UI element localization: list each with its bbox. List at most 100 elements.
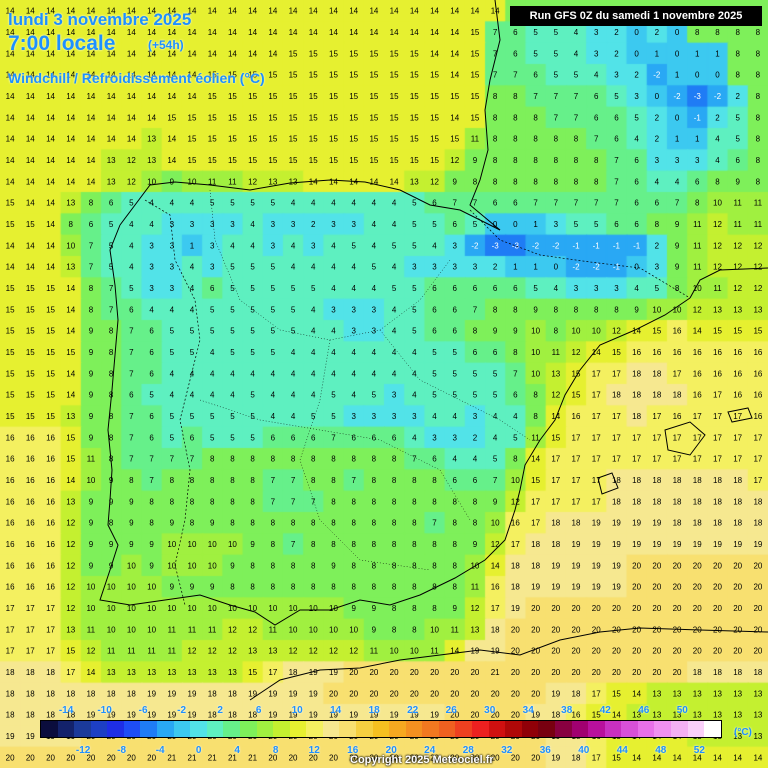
- grid-value: 8: [594, 177, 599, 186]
- grid-value: 16: [26, 540, 35, 549]
- grid-value: 9: [634, 305, 639, 314]
- grid-value: 9: [170, 519, 175, 528]
- grid-value: 7: [493, 476, 498, 485]
- legend-swatch: [190, 721, 207, 737]
- legend-label: -2: [177, 705, 187, 716]
- grid-value: -3: [694, 92, 702, 101]
- grid-value: 14: [309, 177, 318, 186]
- grid-value: 3: [594, 284, 599, 293]
- grid-value: 7: [594, 199, 599, 208]
- grid-value: 16: [46, 433, 55, 442]
- grid-value: 13: [107, 156, 116, 165]
- grid-value: 20: [289, 753, 298, 762]
- grid-value: 17: [551, 455, 560, 464]
- grid-value: 4: [190, 369, 195, 378]
- grid-value: 12: [713, 263, 722, 272]
- grid-value: 8: [473, 497, 478, 506]
- grid-value: 7: [554, 92, 559, 101]
- grid-value: 18: [6, 711, 15, 720]
- grid-value: 15: [46, 391, 55, 400]
- grid-value: 12: [491, 540, 500, 549]
- grid-value: 8: [291, 583, 296, 592]
- forecast-lead-time: (+54h): [148, 38, 184, 52]
- grid-value: 9: [89, 561, 94, 570]
- grid-value: 20: [673, 583, 682, 592]
- grid-value: 11: [531, 433, 540, 442]
- grid-value: 6: [493, 199, 498, 208]
- grid-value: 9: [675, 263, 680, 272]
- grid-value: 4: [412, 391, 417, 400]
- grid-value: 17: [673, 455, 682, 464]
- grid-value: 14: [167, 49, 176, 58]
- grid-value: 14: [369, 177, 378, 186]
- grid-value: 20: [369, 689, 378, 698]
- grid-value: 9: [89, 348, 94, 357]
- grid-value: 11: [107, 647, 116, 656]
- grid-value: 10: [86, 583, 95, 592]
- grid-value: 16: [693, 348, 702, 357]
- grid-value: 19: [167, 711, 176, 720]
- grid-value: 6: [432, 327, 437, 336]
- grid-value: 20: [693, 561, 702, 570]
- grid-value: 11: [370, 647, 379, 656]
- grid-value: 20: [531, 689, 540, 698]
- grid-value: -3: [512, 241, 520, 250]
- grid-value: 10: [127, 583, 136, 592]
- grid-value: 9: [230, 561, 235, 570]
- grid-value: 12: [66, 583, 75, 592]
- grid-value: 6: [594, 92, 599, 101]
- grid-value: 6: [291, 433, 296, 442]
- grid-value: 19: [551, 689, 560, 698]
- grid-value: 5: [392, 241, 397, 250]
- grid-value: 10: [66, 241, 75, 250]
- grid-value: 13: [208, 668, 217, 677]
- grid-value: 14: [46, 113, 55, 122]
- grid-value: 13: [410, 177, 419, 186]
- legend-label: 24: [424, 745, 436, 756]
- grid-value: 8: [756, 49, 761, 58]
- grid-value: 3: [351, 220, 356, 229]
- grid-value: 14: [6, 92, 15, 101]
- grid-value: 8: [432, 604, 437, 613]
- grid-value: 3: [392, 412, 397, 421]
- grid-value: 11: [87, 455, 96, 464]
- grid-value: 8: [210, 476, 215, 485]
- grid-value: 12: [551, 391, 560, 400]
- grid-value: 17: [632, 455, 641, 464]
- grid-value: 12: [713, 241, 722, 250]
- grid-value: 11: [168, 625, 177, 634]
- grid-value: 7: [614, 177, 619, 186]
- grid-value: 20: [673, 647, 682, 656]
- grid-value: 14: [66, 177, 75, 186]
- grid-value: 12: [511, 497, 520, 506]
- grid-value: 8: [453, 561, 458, 570]
- grid-value: 15: [26, 348, 35, 357]
- grid-value: 5: [554, 71, 559, 80]
- grid-value: 3: [695, 156, 700, 165]
- grid-value: 8: [271, 455, 276, 464]
- grid-value: 20: [632, 625, 641, 634]
- grid-value: 13: [147, 156, 156, 165]
- grid-value: 8: [533, 391, 538, 400]
- grid-value: 15: [309, 71, 318, 80]
- grid-value: 17: [572, 497, 581, 506]
- legend-label: 14: [330, 705, 342, 716]
- grid-value: -2: [532, 241, 540, 250]
- grid-value: 5: [210, 412, 215, 421]
- grid-value: 4: [291, 369, 296, 378]
- grid-value: 3: [170, 241, 175, 250]
- legend-swatch: [422, 721, 439, 737]
- grid-value: -1: [694, 113, 702, 122]
- grid-value: 9: [250, 540, 255, 549]
- grid-value: 14: [66, 476, 75, 485]
- grid-value: 7: [533, 199, 538, 208]
- grid-value: 6: [473, 284, 478, 293]
- grid-value: 15: [289, 113, 298, 122]
- legend-label: 36: [539, 745, 551, 756]
- grid-value: 20: [46, 753, 55, 762]
- grid-value: 19: [147, 689, 156, 698]
- grid-value: 4: [149, 199, 154, 208]
- grid-value: 10: [248, 604, 257, 613]
- grid-value: 17: [531, 497, 540, 506]
- grid-value: 15: [410, 71, 419, 80]
